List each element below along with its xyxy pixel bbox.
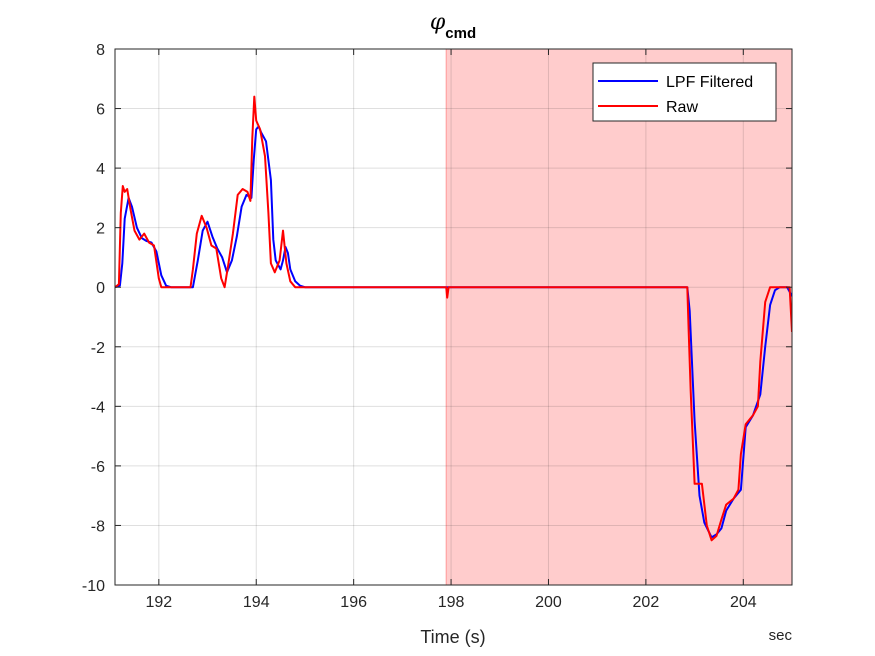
x-tick-label: 192 (145, 594, 172, 611)
legend: LPF Filtered Raw (592, 62, 777, 122)
chart-title-subscript: cmd (445, 25, 476, 42)
x-axis-label: Time (s) (420, 627, 485, 647)
plot-area-border (114, 48, 793, 586)
x-tick-label: 198 (438, 594, 465, 611)
y-tick-label: 6 (96, 102, 105, 119)
y-tick-label: -10 (82, 578, 105, 595)
y-tick-label: 4 (96, 161, 105, 178)
y-tick-label: -2 (91, 340, 105, 357)
y-tick-label: -6 (91, 459, 105, 476)
legend-label-lpf-filtered: LPF Filtered (666, 74, 753, 91)
y-tick-label: -8 (91, 518, 105, 535)
shaded-region (446, 49, 792, 585)
legend-box (592, 62, 777, 122)
y-tick-label: 8 (96, 42, 105, 59)
x-tick-label: 202 (633, 594, 660, 611)
x-axis-unit-label: sec (769, 627, 793, 644)
x-tick-label: 196 (340, 594, 367, 611)
y-tick-label: 0 (96, 280, 105, 297)
legend-label-raw: Raw (666, 99, 698, 116)
series-line-raw (115, 95, 792, 542)
chart-title-symbol: φ (430, 10, 446, 35)
chart-title: φcmd (430, 10, 476, 42)
x-tick-label: 194 (243, 594, 270, 611)
x-tick-label: 200 (535, 594, 562, 611)
x-tick-label: 204 (730, 594, 757, 611)
y-tick-label: 2 (96, 221, 105, 238)
series-line-lpf-filtered (115, 125, 792, 539)
y-tick-label: -4 (91, 399, 105, 416)
